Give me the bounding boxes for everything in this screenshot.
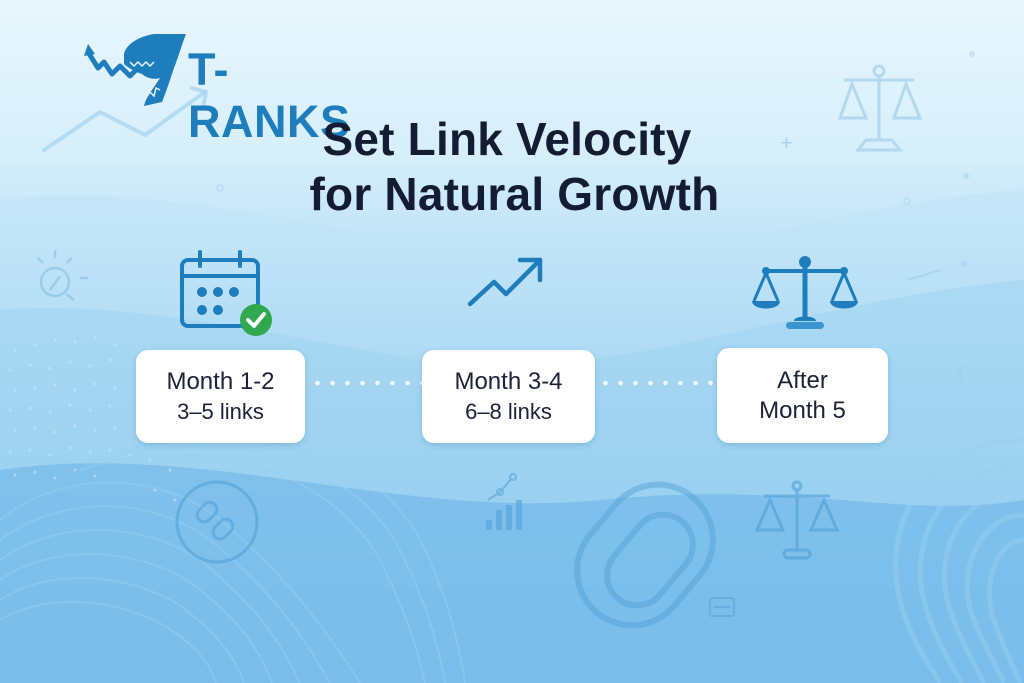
step-period: Month 3-4: [454, 367, 563, 395]
step-period-sub: Month 5: [759, 396, 846, 424]
step-links: 6–8 links: [465, 398, 552, 424]
timeline-connector-1: [310, 380, 422, 386]
trend-up-arrow-icon: [467, 257, 543, 307]
calendar-check-icon: [180, 250, 272, 336]
step-card-after-month-5: After Month 5: [717, 348, 888, 443]
timeline-connector-2: [598, 380, 716, 386]
step-card-month-3-4: Month 3-4 6–8 links: [422, 350, 595, 443]
brand-logo: T-RANKS: [84, 32, 350, 147]
page-title: Set Link Velocity for Natural Growth: [0, 112, 1024, 222]
balance-scale-icon: [752, 256, 858, 329]
step-links: 3–5 links: [177, 398, 264, 424]
step-period: Month 1-2: [166, 367, 275, 395]
title-line-2: for Natural Growth: [309, 168, 720, 220]
brand-name: T-RANKS: [188, 44, 351, 147]
step-period: After: [777, 366, 828, 394]
step-card-month-1-2: Month 1-2 3–5 links: [136, 350, 305, 443]
t-rex-growth-arrow-icon: [84, 34, 186, 106]
title-line-1: Set Link Velocity: [322, 113, 692, 165]
